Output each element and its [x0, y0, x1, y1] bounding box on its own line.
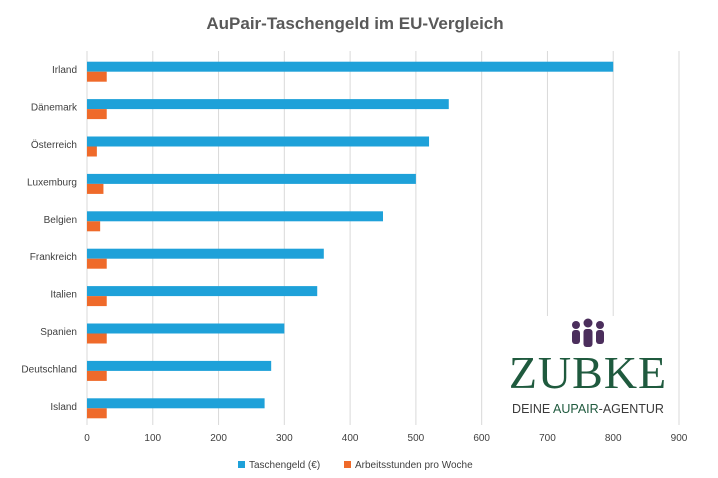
bars — [87, 61, 614, 419]
category-label: Italien — [50, 290, 77, 301]
tick-label-100: 100 — [144, 433, 161, 444]
category-label: Deutschland — [21, 364, 77, 375]
legend-swatch-0 — [238, 461, 245, 468]
category-label: Island — [50, 402, 77, 413]
tick-label-400: 400 — [342, 433, 359, 444]
logo-tagline: DEINE AUPAIR-AGENTUR — [498, 402, 678, 416]
bar-arbeitsstunden-1 — [87, 109, 107, 120]
category-labels: Irland Dänemark Österreich Luxemburg Belgien… — [21, 65, 78, 413]
legend-label-1: Arbeitsstunden pro Woche — [355, 460, 473, 471]
bar-taschengeld-5 — [87, 248, 324, 259]
bar-arbeitsstunden-9 — [87, 408, 107, 419]
bar-taschengeld-0 — [87, 61, 614, 72]
tick-label-600: 600 — [473, 433, 490, 444]
tick-label-700: 700 — [539, 433, 556, 444]
bar-taschengeld-2 — [87, 136, 430, 147]
tick-label-0: 0 — [84, 433, 90, 444]
logo-wordmark: ZUBKE — [508, 347, 668, 398]
bar-arbeitsstunden-0 — [87, 71, 107, 82]
tick-label-500: 500 — [408, 433, 425, 444]
bar-taschengeld-8 — [87, 360, 272, 371]
legend: Taschengeld (€) Arbeitsstunden pro Woche — [238, 460, 473, 471]
category-label: Belgien — [44, 215, 77, 226]
tick-label-200: 200 — [210, 433, 227, 444]
tick-label-900: 900 — [671, 433, 688, 444]
bar-arbeitsstunden-4 — [87, 221, 101, 232]
bar-taschengeld-6 — [87, 286, 318, 297]
bar-arbeitsstunden-3 — [87, 183, 104, 194]
bar-taschengeld-7 — [87, 323, 285, 334]
category-label: Österreich — [31, 139, 77, 151]
bar-taschengeld-1 — [87, 99, 449, 110]
category-label: Irland — [52, 65, 77, 76]
chart-title: AuPair-Taschengeld im EU-Vergleich — [206, 14, 503, 33]
tick-labels: 0 100 200 300 400 500 600 700 800 900 — [84, 433, 688, 444]
legend-label-0: Taschengeld (€) — [249, 460, 320, 471]
tagline-accent: AUPAIR — [553, 402, 599, 416]
tagline-post: -AGENTUR — [598, 402, 664, 416]
bar-arbeitsstunden-7 — [87, 333, 107, 344]
bar-arbeitsstunden-6 — [87, 296, 107, 307]
category-label: Luxemburg — [27, 177, 77, 188]
category-label: Frankreich — [30, 252, 77, 263]
legend-swatch-1 — [344, 461, 351, 468]
bar-arbeitsstunden-8 — [87, 370, 107, 381]
bar-arbeitsstunden-5 — [87, 258, 107, 269]
tick-label-300: 300 — [276, 433, 293, 444]
people-icon — [572, 318, 604, 347]
category-label: Dänemark — [31, 103, 78, 114]
category-label: Spanien — [40, 327, 77, 338]
bar-taschengeld-3 — [87, 173, 416, 184]
bar-taschengeld-4 — [87, 211, 383, 222]
tick-label-800: 800 — [605, 433, 622, 444]
bar-arbeitsstunden-2 — [87, 146, 97, 157]
bar-taschengeld-9 — [87, 398, 265, 409]
zubke-logo: ZUBKE DEINE AUPAIR-AGENTUR — [498, 316, 678, 426]
tagline-pre: DEINE — [512, 402, 554, 416]
